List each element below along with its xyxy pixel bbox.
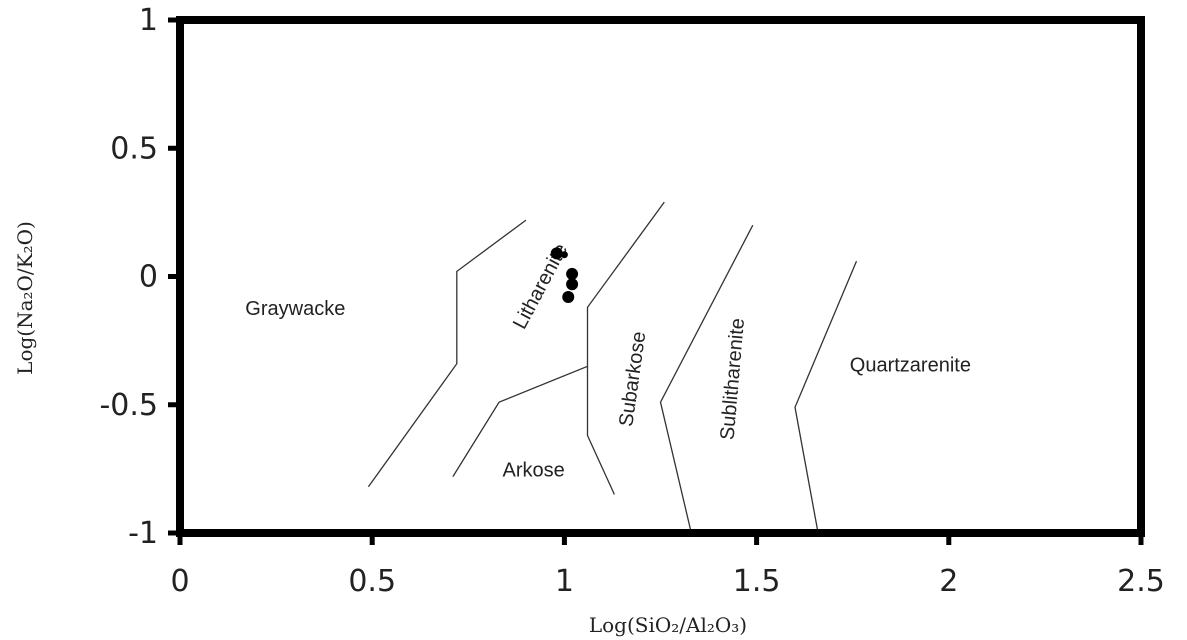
x-axis: 0 0.5 1 1.5 2 2.5 bbox=[170, 533, 1165, 599]
data-point bbox=[562, 291, 575, 304]
region-label-sublitharenite: Sublitharenite bbox=[717, 317, 750, 441]
x-axis-title: Log(SiO₂/Al₂O₃) bbox=[589, 613, 747, 637]
plot-border bbox=[176, 16, 1145, 537]
x-tick-label: 1 bbox=[555, 564, 574, 599]
boundary-line-1 bbox=[367, 219, 527, 488]
y-tick-label: -1 bbox=[128, 516, 158, 551]
data-point bbox=[560, 251, 568, 259]
classification-boundaries bbox=[367, 201, 858, 534]
data-point bbox=[566, 267, 579, 280]
y-axis: 1 0.5 0 -0.5 -1 bbox=[99, 3, 180, 551]
data-points bbox=[550, 247, 579, 304]
region-label-graywacke: Graywacke bbox=[245, 298, 345, 320]
data-point bbox=[566, 278, 579, 291]
x-tick-label: 2.5 bbox=[1117, 564, 1165, 599]
y-tick-label: 0.5 bbox=[110, 131, 158, 166]
region-label-arkose: Arkose bbox=[503, 460, 565, 482]
y-tick-label: 1 bbox=[139, 3, 158, 38]
region-label-quartzarenite: Quartzarenite bbox=[850, 355, 971, 377]
boundary-line-3 bbox=[586, 366, 615, 495]
data-point bbox=[550, 247, 563, 260]
x-tick-label: 1.5 bbox=[733, 564, 781, 599]
x-tick-label: 2 bbox=[939, 564, 958, 599]
y-tick-label: 0 bbox=[139, 260, 158, 295]
y-tick-label: -0.5 bbox=[99, 388, 158, 423]
boundary-line-4 bbox=[659, 224, 754, 534]
region-label-subarkose: Subarkose bbox=[615, 330, 650, 428]
x-tick-label: 0 bbox=[170, 564, 189, 599]
boundary-line-5 bbox=[794, 260, 858, 534]
y-axis-title: Log(Na₂O/K₂O) bbox=[13, 221, 37, 375]
x-tick-label: 0.5 bbox=[348, 564, 396, 599]
plot-frame bbox=[176, 16, 1145, 537]
